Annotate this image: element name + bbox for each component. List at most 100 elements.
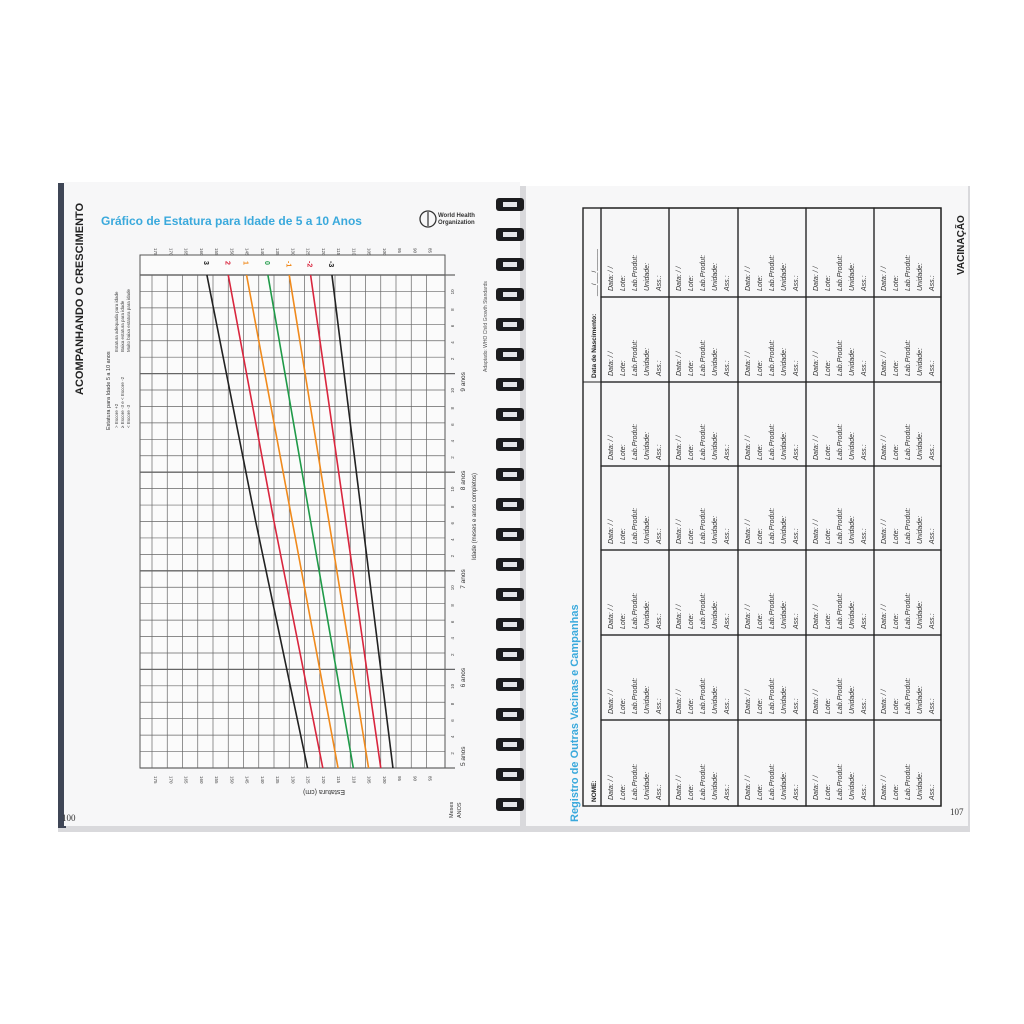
cell-field-label: Unidade: xyxy=(849,686,856,714)
z-score-line xyxy=(267,274,355,769)
y-tick-label-bottom: 140 xyxy=(260,776,265,784)
cell-field-label: Lote: xyxy=(893,275,900,291)
cell-field-label: Lab.Produt: xyxy=(769,424,776,460)
cell-field-label: Lab.Produt: xyxy=(700,508,707,544)
ring-highlight xyxy=(503,622,517,627)
source-note: Adaptado: WHO Child Growth Standards xyxy=(483,281,489,372)
y-tick-label-bottom: 85 xyxy=(428,776,433,782)
cell-field-label: Lab.Produt: xyxy=(769,340,776,376)
cell-field-label: Lote: xyxy=(757,528,764,544)
x-month-tick: 6 xyxy=(450,423,455,426)
y-tick-label-top: 90 xyxy=(412,248,417,254)
x-year-label: 9 anos xyxy=(460,371,467,391)
cell-field-label: Ass.: xyxy=(793,360,800,377)
ring-highlight xyxy=(503,802,517,807)
cell-field-label: Lab.Produt: xyxy=(632,764,639,800)
right-page xyxy=(526,186,968,826)
cell-field-label: Data: / / xyxy=(608,774,615,800)
cell-field-label: Lab.Produt: xyxy=(632,508,639,544)
y-tick-label-bottom: 115 xyxy=(336,776,341,784)
cell-field-label: Ass.: xyxy=(724,360,731,377)
z-score-line xyxy=(227,274,324,769)
legend-label: Estatura adequada para idade xyxy=(114,291,119,352)
vaccine-record-cell[interactable]: Data: / / Lote: Lab.Produt: Unidade: Ass.: xyxy=(873,719,942,807)
cell-field-label: Unidade: xyxy=(712,432,719,460)
x-month-tick: 8 xyxy=(450,505,455,508)
x-axis-title: Idade (meses e anos completos) xyxy=(472,473,478,560)
x-year-label: 7 anos xyxy=(460,569,467,589)
cell-field-label: Lote: xyxy=(825,444,832,460)
cell-field-label: Unidade: xyxy=(712,516,719,544)
x-month-tick: 4 xyxy=(450,735,455,738)
cell-field-label: Lote: xyxy=(825,275,832,291)
x-year-label: 8 anos xyxy=(460,470,467,490)
cell-field-label: Unidade: xyxy=(917,772,924,800)
cell-field-label: Lab.Produt: xyxy=(905,508,912,544)
cell-field-label: Ass.: xyxy=(724,275,731,292)
ring-highlight xyxy=(503,382,517,387)
ring-highlight xyxy=(503,292,517,297)
cell-field-label: Ass.: xyxy=(929,698,936,715)
ring-highlight xyxy=(503,262,517,267)
y-tick-label-top: 175 xyxy=(153,248,158,256)
cell-field-label: Lab.Produt: xyxy=(632,678,639,714)
y-tick-label-top: 140 xyxy=(260,248,265,256)
x-month-tick: 10 xyxy=(450,289,455,295)
cell-field-label: Data: / / xyxy=(608,434,615,460)
cell-field-label: Ass.: xyxy=(929,360,936,377)
spiral-ring xyxy=(496,318,524,331)
cell-field-label: Unidade: xyxy=(781,263,788,291)
z-score-label: -1 xyxy=(284,261,291,267)
ring-highlight xyxy=(503,412,517,417)
who-logo: World Health Organization xyxy=(419,210,475,228)
spiral-ring xyxy=(496,558,524,571)
cell-field-label: Unidade: xyxy=(644,432,651,460)
cell-field-label: Lab.Produt: xyxy=(905,678,912,714)
cell-field-label: Lote: xyxy=(688,784,695,800)
cell-field-label: Data: / / xyxy=(813,774,820,800)
ring-highlight xyxy=(503,742,517,747)
cell-field-label: Lote: xyxy=(757,275,764,291)
cell-field-label: Ass.: xyxy=(861,784,868,801)
y-tick-label-bottom: 150 xyxy=(229,776,234,784)
z-score-line xyxy=(309,274,382,769)
cell-field-label: Lote: xyxy=(893,360,900,376)
cell-field-label: Lab.Produt: xyxy=(632,593,639,629)
x-month-tick: 10 xyxy=(450,388,455,394)
cell-field-label: Lote: xyxy=(620,698,627,714)
x-month-tick: 2 xyxy=(450,653,455,656)
x-month-tick: 8 xyxy=(450,308,455,311)
cell-field-label: Data: / / xyxy=(745,774,752,800)
cell-field-label: Lab.Produt: xyxy=(769,764,776,800)
cell-field-label: Lab.Produt: xyxy=(632,255,639,291)
cell-field-label: Data: / / xyxy=(745,434,752,460)
y-tick-label-bottom: 105 xyxy=(367,776,372,784)
cell-field-label: Lote: xyxy=(757,784,764,800)
cell-field-label: Data: / / xyxy=(745,265,752,291)
y-tick-label-top: 100 xyxy=(382,248,387,256)
spiral-ring xyxy=(496,198,524,211)
birth-date-field[interactable]: ___/___/______ xyxy=(591,249,598,297)
ring-highlight xyxy=(503,712,517,717)
cell-field-label: Ass.: xyxy=(656,784,663,801)
y-tick-label-bottom: 120 xyxy=(321,776,326,784)
cell-field-label: Data: / / xyxy=(745,350,752,376)
cell-field-label: Lab.Produt: xyxy=(769,593,776,629)
cell-field-label: Ass.: xyxy=(793,275,800,292)
chart-title: Gráfico de Estatura para Idade de 5 a 10… xyxy=(101,214,362,228)
spiral-ring xyxy=(496,468,524,481)
x-month-tick: 4 xyxy=(450,341,455,344)
cell-field-label: Unidade: xyxy=(849,348,856,376)
y-tick-label-top: 170 xyxy=(168,248,173,256)
ring-highlight xyxy=(503,532,517,537)
cell-field-label: Lote: xyxy=(825,613,832,629)
cell-field-label: Lote: xyxy=(688,528,695,544)
cell-field-label: Lote: xyxy=(825,698,832,714)
cell-field-label: Lab.Produt: xyxy=(700,424,707,460)
cell-field-label: Data: / / xyxy=(608,688,615,714)
cell-field-label: Ass.: xyxy=(793,698,800,715)
cell-field-label: Data: / / xyxy=(676,434,683,460)
cell-field-label: Unidade: xyxy=(781,516,788,544)
